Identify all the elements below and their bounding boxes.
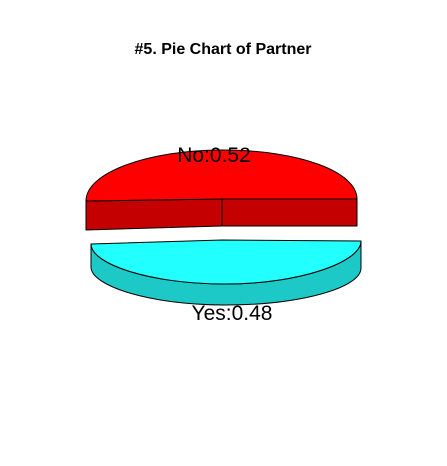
slice-yes xyxy=(90,239,362,306)
slice-no-label: No:0.52 xyxy=(177,144,251,167)
slice-no xyxy=(85,149,358,231)
slice-yes-top xyxy=(90,239,362,285)
slice-yes-label: Yes:0.48 xyxy=(192,302,273,325)
chart-title: #5. Pie Chart of Partner xyxy=(135,41,312,58)
slice-no-top xyxy=(85,149,358,202)
